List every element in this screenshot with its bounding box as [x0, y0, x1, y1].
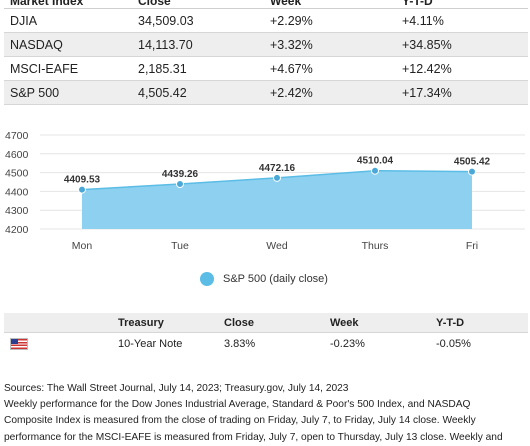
index-ytd: +34.85%	[396, 32, 528, 57]
table-row: MSCI-EAFE 2,185.31 +4.67% +12.42%	[4, 56, 528, 81]
data-point	[176, 180, 184, 189]
index-close: 4,505.42	[132, 80, 264, 105]
treasury-ytd: -0.05%	[436, 337, 471, 350]
data-point	[371, 166, 379, 175]
y-tick-label: 4300	[5, 205, 29, 217]
y-tick-label: 4600	[5, 149, 29, 161]
header-ytd: Y-T-D	[396, 0, 528, 9]
sp500-area-chart: 4700 4600 4500 4400 4300 4200 4409.53 4439.26 44…	[5, 130, 525, 252]
header-week: Week	[264, 0, 396, 9]
x-tick-label: Fri	[466, 240, 478, 252]
treasury-close: 3.83%	[224, 337, 256, 350]
table-row: S&P 500 4,505.42 +2.42% +17.34%	[4, 80, 528, 105]
treasury-table: Treasury Close Week Y-T-D 10-Year Note 3…	[4, 313, 528, 354]
header-blank	[4, 313, 112, 333]
header-ytd: Y-T-D	[430, 313, 528, 333]
header-close: Close	[132, 0, 264, 9]
index-close: 2,185.31	[132, 56, 264, 81]
x-tick-label: Tue	[171, 240, 189, 252]
header-week: Week	[324, 313, 430, 333]
legend-label: S&P 500 (daily close)	[223, 273, 328, 285]
table-row: 10-Year Note 3.83% -0.23% -0.05%	[4, 333, 528, 355]
footnotes: Sources: The Wall Street Journal, July 1…	[4, 381, 528, 446]
note-line: Composite Index is measured from the clo…	[4, 415, 476, 427]
index-week: +4.67%	[264, 56, 396, 81]
legend-swatch	[200, 272, 214, 286]
data-label: 4510.04	[357, 156, 394, 167]
treasury-week: -0.23%	[330, 337, 365, 350]
data-label: 4472.16	[259, 163, 296, 174]
index-ytd: +12.42%	[396, 56, 528, 81]
header-market-index: Market Index	[4, 0, 132, 9]
data-point	[468, 167, 476, 176]
x-tick-label: Thurs	[362, 240, 389, 252]
index-table-header: Market Index Close Week Y-T-D	[4, 0, 528, 9]
y-tick-label: 4700	[5, 130, 29, 142]
data-label: 4439.26	[162, 169, 199, 180]
us-flag-icon	[10, 337, 28, 350]
sources-note: Sources: The Wall Street Journal, July 1…	[4, 383, 349, 394]
index-week: +2.42%	[264, 80, 396, 105]
index-name: S&P 500	[4, 80, 132, 105]
x-tick-label: Wed	[266, 240, 288, 252]
index-close: 14,113.70	[132, 32, 264, 57]
x-tick-label: Mon	[72, 240, 93, 252]
y-tick-label: 4200	[5, 224, 29, 236]
header-treasury: Treasury	[112, 313, 218, 333]
market-index-table: Market Index Close Week Y-T-D DJIA 34,50…	[4, 0, 528, 105]
note-line: performance for the MSCI-EAFE is measure…	[4, 431, 503, 443]
treasury-table-header: Treasury Close Week Y-T-D	[4, 313, 528, 333]
index-name: DJIA	[4, 8, 132, 33]
chart-legend: S&P 500 (daily close)	[200, 272, 328, 286]
header-close: Close	[218, 313, 324, 333]
flag-cell	[4, 333, 112, 355]
index-name: MSCI-EAFE	[4, 56, 132, 81]
treasury-name: 10-Year Note	[118, 337, 183, 350]
index-close: 34,509.03	[132, 8, 264, 33]
table-row: DJIA 34,509.03 +2.29% +4.11%	[4, 8, 528, 33]
index-ytd: +4.11%	[396, 8, 528, 33]
data-label: 4505.42	[454, 157, 491, 168]
data-point	[273, 173, 281, 182]
index-week: +2.29%	[264, 8, 396, 33]
note-line: Weekly performance for the Dow Jones Ind…	[4, 399, 471, 411]
y-tick-label: 4400	[5, 186, 29, 198]
index-ytd: +17.34%	[396, 80, 528, 105]
index-week: +3.32%	[264, 32, 396, 57]
index-name: NASDAQ	[4, 32, 132, 57]
data-point	[78, 185, 86, 194]
data-label: 4409.53	[64, 175, 101, 186]
table-row: NASDAQ 14,113.70 +3.32% +34.85%	[4, 32, 528, 57]
y-tick-label: 4500	[5, 168, 29, 180]
